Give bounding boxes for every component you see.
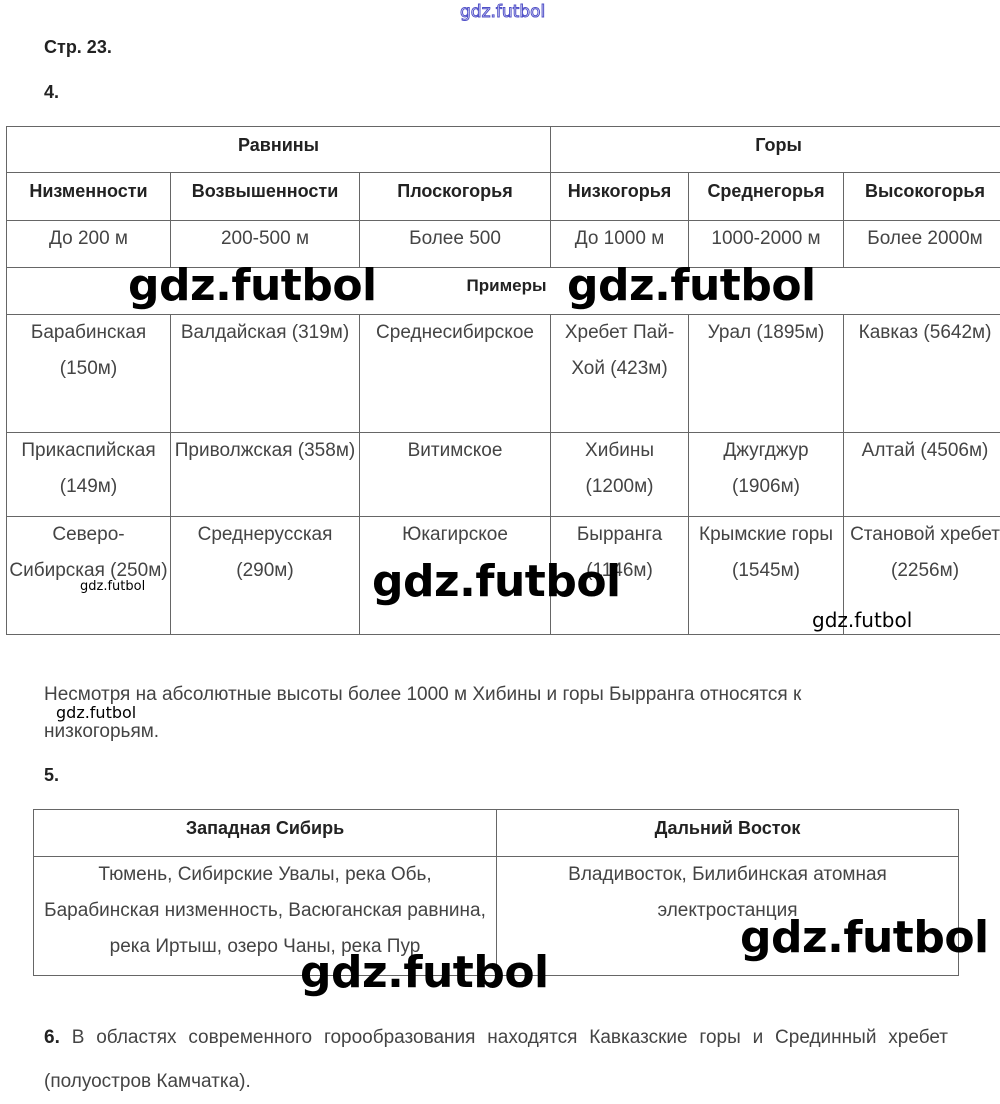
watermark: gdz.futbol <box>300 947 549 998</box>
task-6: 6. В областях современного горообразован… <box>44 1016 948 1104</box>
height-range-cell: Более 2000м <box>844 221 1000 268</box>
height-range-cell: Более 500 <box>360 221 551 268</box>
column-header: Высокогорья <box>844 173 1000 221</box>
example-cell: Валдайская (319м) <box>171 315 360 433</box>
watermark: gdz.futbol <box>372 556 621 607</box>
header-plains: Равнины <box>7 127 551 173</box>
example-cell: Приволжская (358м) <box>171 433 360 517</box>
example-cell: Алтай (4506м) <box>844 433 1000 517</box>
header-mountains: Горы <box>551 127 1000 173</box>
watermark: gdz.futbol <box>80 579 145 594</box>
example-cell: Витимское <box>360 433 551 517</box>
table-row: Барабинская (150м)Валдайская (319м)Средн… <box>7 315 1000 433</box>
watermark: gdz.futbol <box>567 260 816 311</box>
column-header: Низкогорья <box>551 173 689 221</box>
example-cell: Кавказ (5642м) <box>844 315 1000 433</box>
task-5-number: 5. <box>44 765 59 786</box>
column-header: Среднегорья <box>689 173 844 221</box>
task-4-note: Несмотря на абсолютные высоты более 1000… <box>44 676 894 750</box>
column-header: Низменности <box>7 173 171 221</box>
column-header: Плоскогорья <box>360 173 551 221</box>
watermark-top: gdz.futbol <box>460 2 545 22</box>
example-cell: Урал (1895м) <box>689 315 844 433</box>
watermark: gdz.futbol <box>812 608 912 632</box>
example-cell: Барабинская (150м) <box>7 315 171 433</box>
task-6-text: В областях современного горообразования … <box>44 1027 948 1092</box>
header-far-east: Дальний Восток <box>497 810 959 857</box>
example-cell: Среднесибирское <box>360 315 551 433</box>
example-cell: Хибины (1200м) <box>551 433 689 517</box>
watermark: gdz.futbol <box>56 703 136 722</box>
example-cell: Хребет Пай-Хой (423м) <box>551 315 689 433</box>
watermark: gdz.futbol <box>740 912 989 963</box>
example-cell: Джугджур (1906м) <box>689 433 844 517</box>
page-label: Стр. 23. <box>44 37 112 58</box>
column-header: Возвышенности <box>171 173 360 221</box>
example-cell: Среднерусская (290м) <box>171 517 360 635</box>
watermark: gdz.futbol <box>128 260 377 311</box>
task-4-number: 4. <box>44 82 59 103</box>
header-west-siberia: Западная Сибирь <box>34 810 497 857</box>
task-6-number: 6. <box>44 1027 60 1048</box>
table-row: Прикаспийская (149м)Приволжская (358м)Ви… <box>7 433 1000 517</box>
example-cell: Северо-Сибирская (250м) <box>7 517 171 635</box>
example-cell: Прикаспийская (149м) <box>7 433 171 517</box>
